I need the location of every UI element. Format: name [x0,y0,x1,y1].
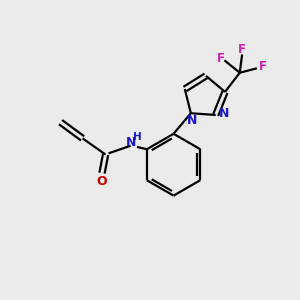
Text: N: N [125,136,136,149]
Text: F: F [238,43,246,56]
Text: O: O [96,176,107,188]
Text: F: F [259,60,267,73]
Text: N: N [187,114,197,127]
Text: H: H [133,133,141,142]
Text: N: N [219,107,229,120]
Text: F: F [217,52,225,65]
